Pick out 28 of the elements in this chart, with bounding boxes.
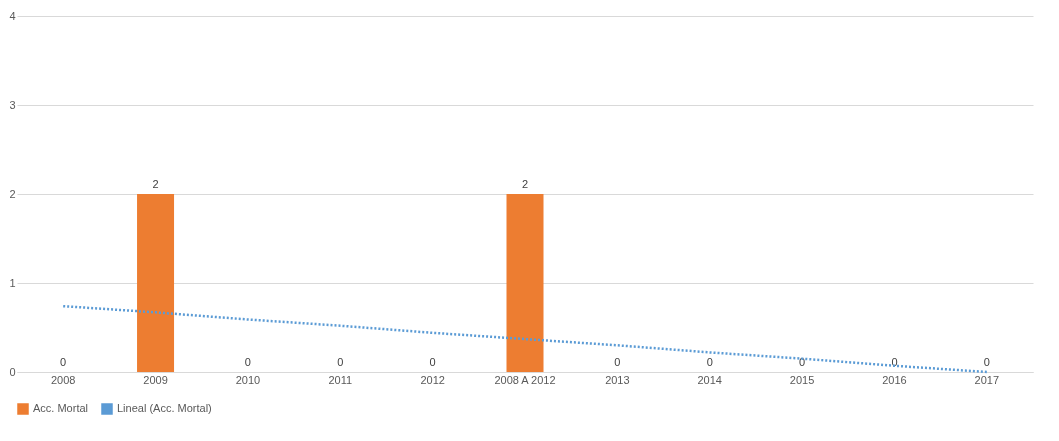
- y-tick-label: 1: [9, 276, 16, 289]
- x-tick-label: 2015: [789, 373, 815, 386]
- x-tick-label: 2014: [697, 373, 722, 386]
- data-label: 0: [244, 356, 251, 368]
- x-tick-label: 2008: [50, 373, 76, 386]
- y-tick-label: 4: [9, 9, 16, 22]
- data-label: 0: [60, 356, 67, 368]
- data-label: 2: [521, 178, 529, 190]
- data-label: 0: [614, 356, 621, 368]
- legend-label: Acc. Mortal: [33, 402, 89, 414]
- x-tick-label: 2016: [882, 373, 907, 386]
- x-tick-label: 2008 A 2012: [494, 373, 556, 386]
- line-series: [61, 304, 989, 374]
- data-label: 0: [983, 356, 990, 368]
- x-tick-label: 2017: [974, 373, 1000, 386]
- y-tick-label: 3: [9, 98, 16, 111]
- data-label: 0: [706, 356, 713, 368]
- legend-label: Lineal (Acc. Mortal): [117, 402, 212, 414]
- data-label: 0: [429, 356, 436, 368]
- x-tick-label: 2013: [605, 373, 630, 386]
- y-tick-label: 2: [9, 187, 16, 200]
- x-tick-label: 2011: [328, 373, 353, 386]
- data-label: 0: [337, 356, 344, 368]
- x-tick-label: 2012: [420, 373, 445, 386]
- data-label: 2: [152, 178, 159, 190]
- x-tick-label: 2009: [143, 373, 168, 386]
- y-tick-label: 0: [9, 365, 16, 378]
- x-tick-label: 2010: [235, 373, 261, 386]
